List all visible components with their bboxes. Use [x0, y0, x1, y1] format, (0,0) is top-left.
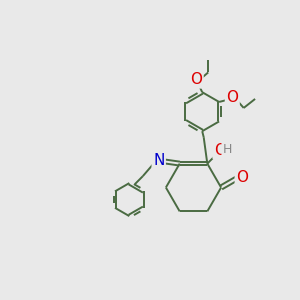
Text: O: O [226, 90, 238, 105]
Text: O: O [236, 169, 248, 184]
Text: O: O [190, 72, 202, 87]
Text: H: H [223, 143, 232, 156]
Text: O: O [214, 143, 226, 158]
Text: N: N [153, 153, 164, 168]
